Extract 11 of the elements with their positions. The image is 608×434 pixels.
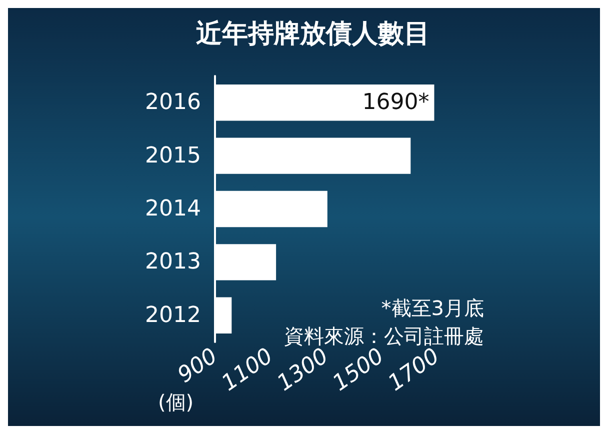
x-axis-title: (個) (158, 390, 194, 414)
annotation: 資料來源：公司註冊處 (284, 324, 484, 348)
y-tick-label: 2013 (145, 250, 201, 275)
x-tick-label: 900 (173, 344, 222, 388)
y-tick-label: 2016 (145, 90, 201, 116)
annotation: *截至3月底 (381, 296, 484, 320)
data-label: 1690* (362, 90, 430, 116)
y-tick-label: 2015 (145, 143, 201, 168)
y-tick-label: 2014 (145, 196, 201, 222)
chart-title: 近年持牌放債人數目 (196, 19, 430, 49)
y-tick-label: 2012 (145, 302, 201, 328)
